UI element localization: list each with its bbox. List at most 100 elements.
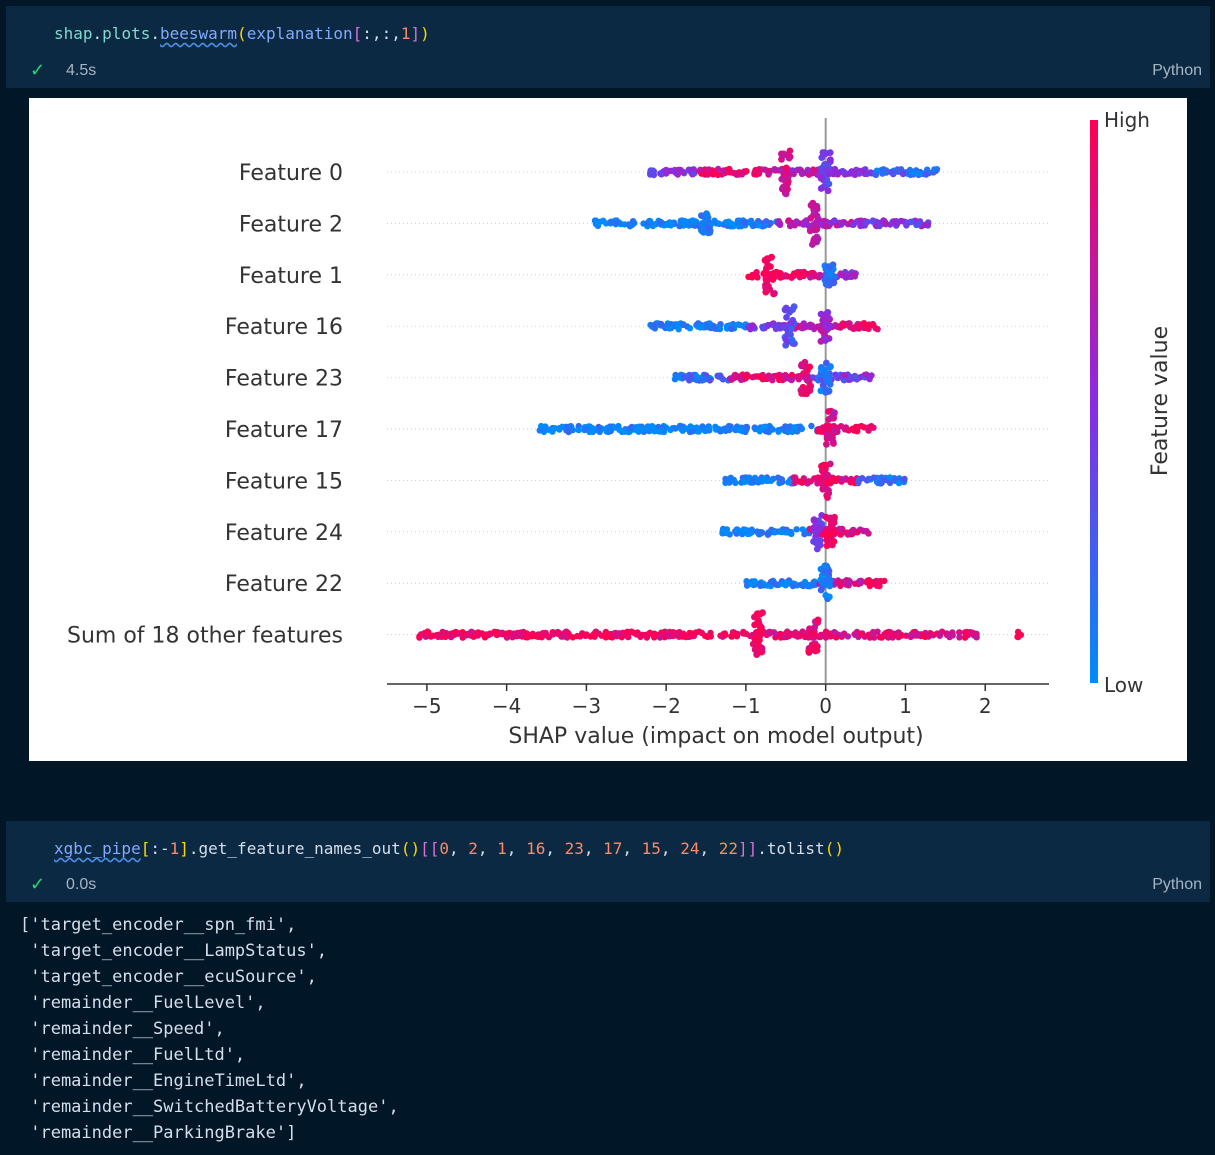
shap-point xyxy=(826,479,834,487)
shap-point xyxy=(659,426,666,433)
shap-point xyxy=(796,271,803,279)
shap-point xyxy=(845,427,852,434)
shap-point xyxy=(831,629,838,636)
shap-point xyxy=(695,628,703,635)
shap-point xyxy=(818,578,826,586)
shap-point xyxy=(908,218,915,226)
shap-point xyxy=(825,575,833,582)
shap-point xyxy=(686,325,694,332)
code-cell-2[interactable]: xgbc_pipe[:-1].get_feature_names_out()[[… xyxy=(6,821,1210,902)
shap-point xyxy=(742,630,750,637)
shap-point xyxy=(807,630,814,638)
output-line: 'remainder__FuelLtd', xyxy=(20,1045,246,1065)
shap-point xyxy=(782,164,790,172)
shap-point xyxy=(435,633,442,641)
code-cell-1[interactable]: shap.plots.beeswarm(explanation[:,:,1]) … xyxy=(6,6,1210,88)
shap-point xyxy=(865,530,872,537)
shap-point xyxy=(915,170,922,177)
shap-point xyxy=(722,529,730,537)
shap-point xyxy=(806,625,813,633)
shap-point xyxy=(776,220,783,228)
shap-point xyxy=(825,180,833,188)
shap-point xyxy=(762,274,770,282)
beeswarm-row: Feature 22 xyxy=(225,562,1049,603)
shap-point xyxy=(781,634,788,641)
shap-point xyxy=(807,382,815,390)
shap-point xyxy=(762,284,770,292)
x-tick-label: 2 xyxy=(979,694,992,718)
shap-point xyxy=(823,166,830,174)
shap-point xyxy=(863,477,871,484)
shap-point xyxy=(827,633,834,640)
output-line: 'remainder__Speed', xyxy=(20,1019,225,1039)
shap-point xyxy=(863,371,870,378)
x-tick-label: −3 xyxy=(572,694,601,718)
shap-point xyxy=(841,630,848,637)
beeswarm-row: Feature 2 xyxy=(239,199,1049,248)
shap-point xyxy=(956,629,963,636)
shap-point xyxy=(699,423,706,430)
shap-point xyxy=(804,166,811,174)
code-line[interactable]: shap.plots.beeswarm(explanation[:,:,1]) xyxy=(54,24,430,43)
shap-point xyxy=(699,377,706,384)
x-axis-label: SHAP value (impact on model output) xyxy=(508,724,923,749)
success-check-icon: ✓ xyxy=(30,874,46,894)
shap-point xyxy=(732,426,739,434)
shap-point xyxy=(823,372,831,380)
shap-point xyxy=(893,168,901,175)
shap-point xyxy=(817,586,825,594)
shap-point xyxy=(852,631,859,638)
x-tick-label: 1 xyxy=(899,694,912,718)
shap-point xyxy=(674,321,682,328)
shap-point xyxy=(798,390,806,397)
shap-point xyxy=(624,628,631,635)
shap-point xyxy=(856,170,863,177)
shap-point xyxy=(615,630,623,637)
shap-point xyxy=(697,166,704,173)
shap-point xyxy=(819,149,827,156)
shap-point xyxy=(753,269,760,276)
shap-point xyxy=(803,376,811,384)
shap-point xyxy=(825,532,833,539)
shap-point xyxy=(728,169,735,176)
shap-point xyxy=(785,217,792,224)
shap-point xyxy=(813,226,820,234)
shap-point xyxy=(877,633,884,641)
shap-point xyxy=(629,218,637,225)
shap-point xyxy=(846,477,853,485)
shap-point xyxy=(770,269,778,277)
code-token: explanation xyxy=(246,24,353,43)
shap-point xyxy=(741,219,748,226)
shap-point xyxy=(784,178,792,185)
code-token: .tolist xyxy=(757,839,825,858)
shap-point xyxy=(785,154,793,162)
shap-point xyxy=(720,168,727,175)
shap-point xyxy=(865,424,872,431)
shap-point xyxy=(824,314,832,321)
shap-point xyxy=(956,634,963,641)
shap-point xyxy=(810,516,818,524)
shap-point xyxy=(899,170,907,178)
shap-point xyxy=(813,202,821,210)
shap-point xyxy=(796,478,803,485)
feature-label: Feature 17 xyxy=(225,418,343,443)
language-label[interactable]: Python xyxy=(1152,62,1202,79)
shap-point xyxy=(821,366,829,374)
shap-point xyxy=(827,363,834,370)
shap-point xyxy=(834,374,841,382)
code-line[interactable]: xgbc_pipe[:-1].get_feature_names_out()[[… xyxy=(54,839,844,858)
shap-point xyxy=(714,165,722,173)
shap-point xyxy=(810,325,818,333)
shap-point xyxy=(790,303,798,311)
shap-point xyxy=(817,337,825,345)
shap-point xyxy=(661,629,669,636)
shap-point xyxy=(765,628,773,636)
shap-point xyxy=(737,427,744,434)
shap-point xyxy=(822,280,830,288)
shap-point xyxy=(556,426,563,433)
shap-point xyxy=(822,592,830,599)
shap-point xyxy=(851,580,859,587)
language-label[interactable]: Python xyxy=(1152,876,1202,893)
shap-point xyxy=(754,528,761,535)
code-token: . xyxy=(150,24,160,43)
